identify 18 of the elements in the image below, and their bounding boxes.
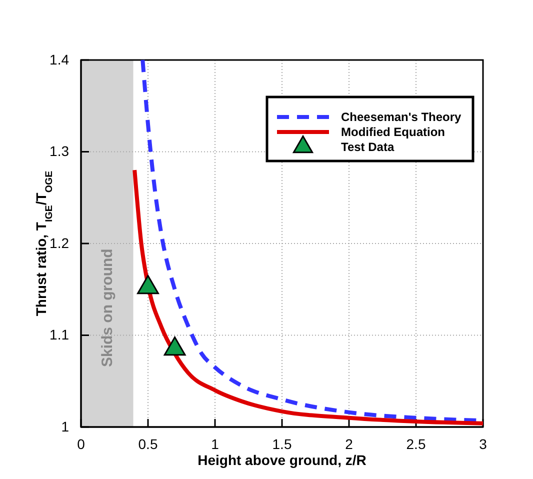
legend-label: Modified Equation xyxy=(341,125,445,139)
y-tick-label: 1.3 xyxy=(50,143,70,160)
y-tick-label: 1.1 xyxy=(50,326,70,343)
x-tick-label: 3 xyxy=(479,436,488,452)
legend-label: Cheeseman's Theory xyxy=(341,110,462,124)
x-tick-label: 1 xyxy=(211,436,220,452)
x-tick-label: 2.5 xyxy=(406,436,426,452)
x-tick-label: 1.5 xyxy=(272,436,292,452)
line-series xyxy=(132,168,485,426)
y-tick-label: 1 xyxy=(61,418,70,434)
x-tick-label: 0 xyxy=(77,436,86,452)
y-tick-label: 1.4 xyxy=(50,51,70,68)
y-tick-label: 1.2 xyxy=(50,234,70,251)
x-axis-title: Height above ground, z/R xyxy=(198,452,366,468)
band-label: Skids on ground xyxy=(99,248,116,367)
x-tick-label: 0.5 xyxy=(138,436,158,452)
legend-label: Test Data xyxy=(341,140,394,154)
x-tick-label: 2 xyxy=(345,436,354,452)
